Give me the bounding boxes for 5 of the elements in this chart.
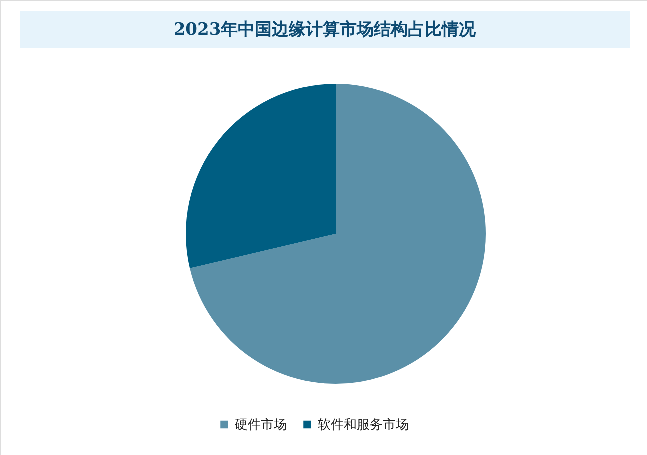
- chart-title: 2023年中国边缘计算市场结构占比情况: [174, 20, 478, 40]
- pie-slice: [186, 84, 336, 269]
- pie-slice: [190, 84, 486, 384]
- legend-label: 软件和服务市场: [318, 418, 409, 433]
- legend-label: 硬件市场: [235, 418, 287, 433]
